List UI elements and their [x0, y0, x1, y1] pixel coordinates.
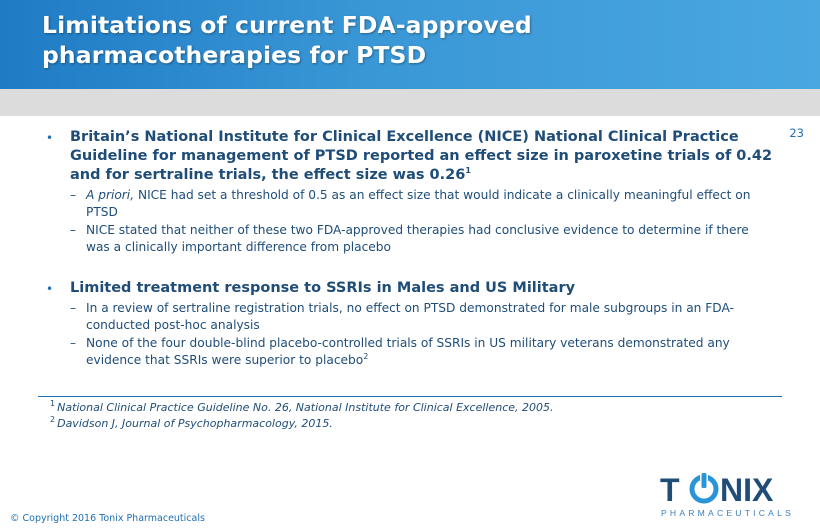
slide-title-line-1: Limitations of current FDA-approved: [42, 11, 532, 39]
bullet-footnote-ref: 1: [465, 166, 471, 176]
logo-subtitle: PHARMACEUTICALS: [661, 508, 794, 518]
footnote-text: National Clinical Practice Guideline No.…: [57, 401, 554, 414]
footnote-1: 1 National Clinical Practice Guideline No…: [50, 400, 554, 416]
dash-icon: –: [70, 336, 76, 350]
sub-bullet-list: – A priori, NICE had set a threshold of …: [70, 187, 776, 256]
sub-bullet-list: – In a review of sertraline registration…: [70, 300, 776, 369]
title-bar: Limitations of current FDA-approved phar…: [0, 0, 820, 89]
slide-title-line-2: pharmacotherapies for PTSD: [42, 41, 427, 69]
sub-bullet-text: In a review of sertraline registration t…: [86, 301, 734, 332]
footnote-number: 1: [50, 399, 56, 409]
sub-bullet-text: None of the four double-blind placebo-co…: [86, 336, 730, 367]
copyright-notice: © Copyright 2016 Tonix Pharmaceuticals: [10, 513, 205, 524]
footnote-divider: [38, 396, 782, 397]
power-icon: [689, 472, 719, 504]
bullet-limited-response: • Limited treatment response to SSRIs in…: [46, 279, 776, 369]
sub-bullet-text: NICE stated that neither of these two FD…: [86, 223, 749, 254]
slide-title: Limitations of current FDA-approved phar…: [42, 10, 762, 70]
bullet-nice-effect-size: • Britain’s National Institute for Clini…: [46, 128, 776, 256]
sub-bullet: – In a review of sertraline registration…: [70, 300, 776, 334]
slide-body: • Britain’s National Institute for Clini…: [46, 128, 776, 370]
logo-letters-nix: NIX: [720, 472, 774, 508]
sub-bullet-italic: A priori,: [86, 188, 135, 202]
dash-icon: –: [70, 223, 76, 237]
bullet-text: Britain’s National Institute for Clinica…: [70, 129, 773, 183]
footnotes: 1 National Clinical Practice Guideline No…: [50, 400, 554, 432]
footnote-2: 2 Davidson J, Journal of Psychopharmacolo…: [50, 416, 554, 432]
bullet-dot-icon: •: [46, 131, 54, 145]
sub-bullet-text: NICE had set a threshold of 0.5 as an ef…: [86, 188, 751, 219]
footnote-text: Davidson J, Journal of Psychopharmacolog…: [57, 417, 333, 430]
bullet-text: Limited treatment response to SSRIs in M…: [70, 280, 576, 296]
dash-icon: –: [70, 301, 76, 315]
sub-header-band: [0, 89, 820, 116]
logo-letter-t: T: [660, 472, 680, 508]
page-number: 23: [789, 126, 804, 140]
sub-bullet: – A priori, NICE had set a threshold of …: [70, 187, 776, 221]
footnote-number: 2: [50, 415, 56, 425]
dash-icon: –: [70, 188, 76, 202]
sub-bullet-footnote-ref: 2: [363, 351, 369, 361]
bullet-dot-icon: •: [46, 282, 54, 296]
tonix-logo: T NIX PHARMACEUTICALS: [660, 472, 794, 518]
sub-bullet: – NICE stated that neither of these two …: [70, 222, 776, 256]
sub-bullet: – None of the four double-blind placebo-…: [70, 335, 776, 369]
